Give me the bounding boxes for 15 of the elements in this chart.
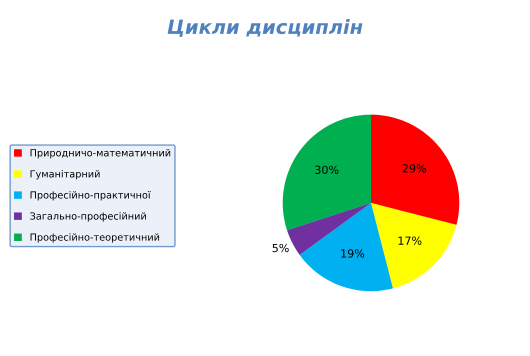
legend-label: Природничо-математичний bbox=[30, 148, 170, 158]
chart-title: Цикли дисциплін bbox=[168, 19, 362, 37]
data-label: 29% bbox=[402, 164, 426, 173]
data-label: 17% bbox=[398, 236, 422, 245]
data-label: 30% bbox=[315, 166, 338, 174]
pie-slice bbox=[282, 114, 371, 230]
legend-label: Гуманітарний bbox=[30, 170, 100, 180]
legend-label: Професійно-практичної bbox=[30, 191, 151, 201]
legend-label: Загально-професійний bbox=[30, 212, 146, 222]
pie-slice bbox=[371, 202, 457, 288]
data-label: 5% bbox=[272, 244, 289, 252]
legend-label: Професійно-теоретичний bbox=[30, 233, 160, 243]
data-label: 19% bbox=[341, 249, 364, 258]
pie-slice bbox=[300, 202, 393, 292]
pie-slice bbox=[371, 114, 460, 225]
